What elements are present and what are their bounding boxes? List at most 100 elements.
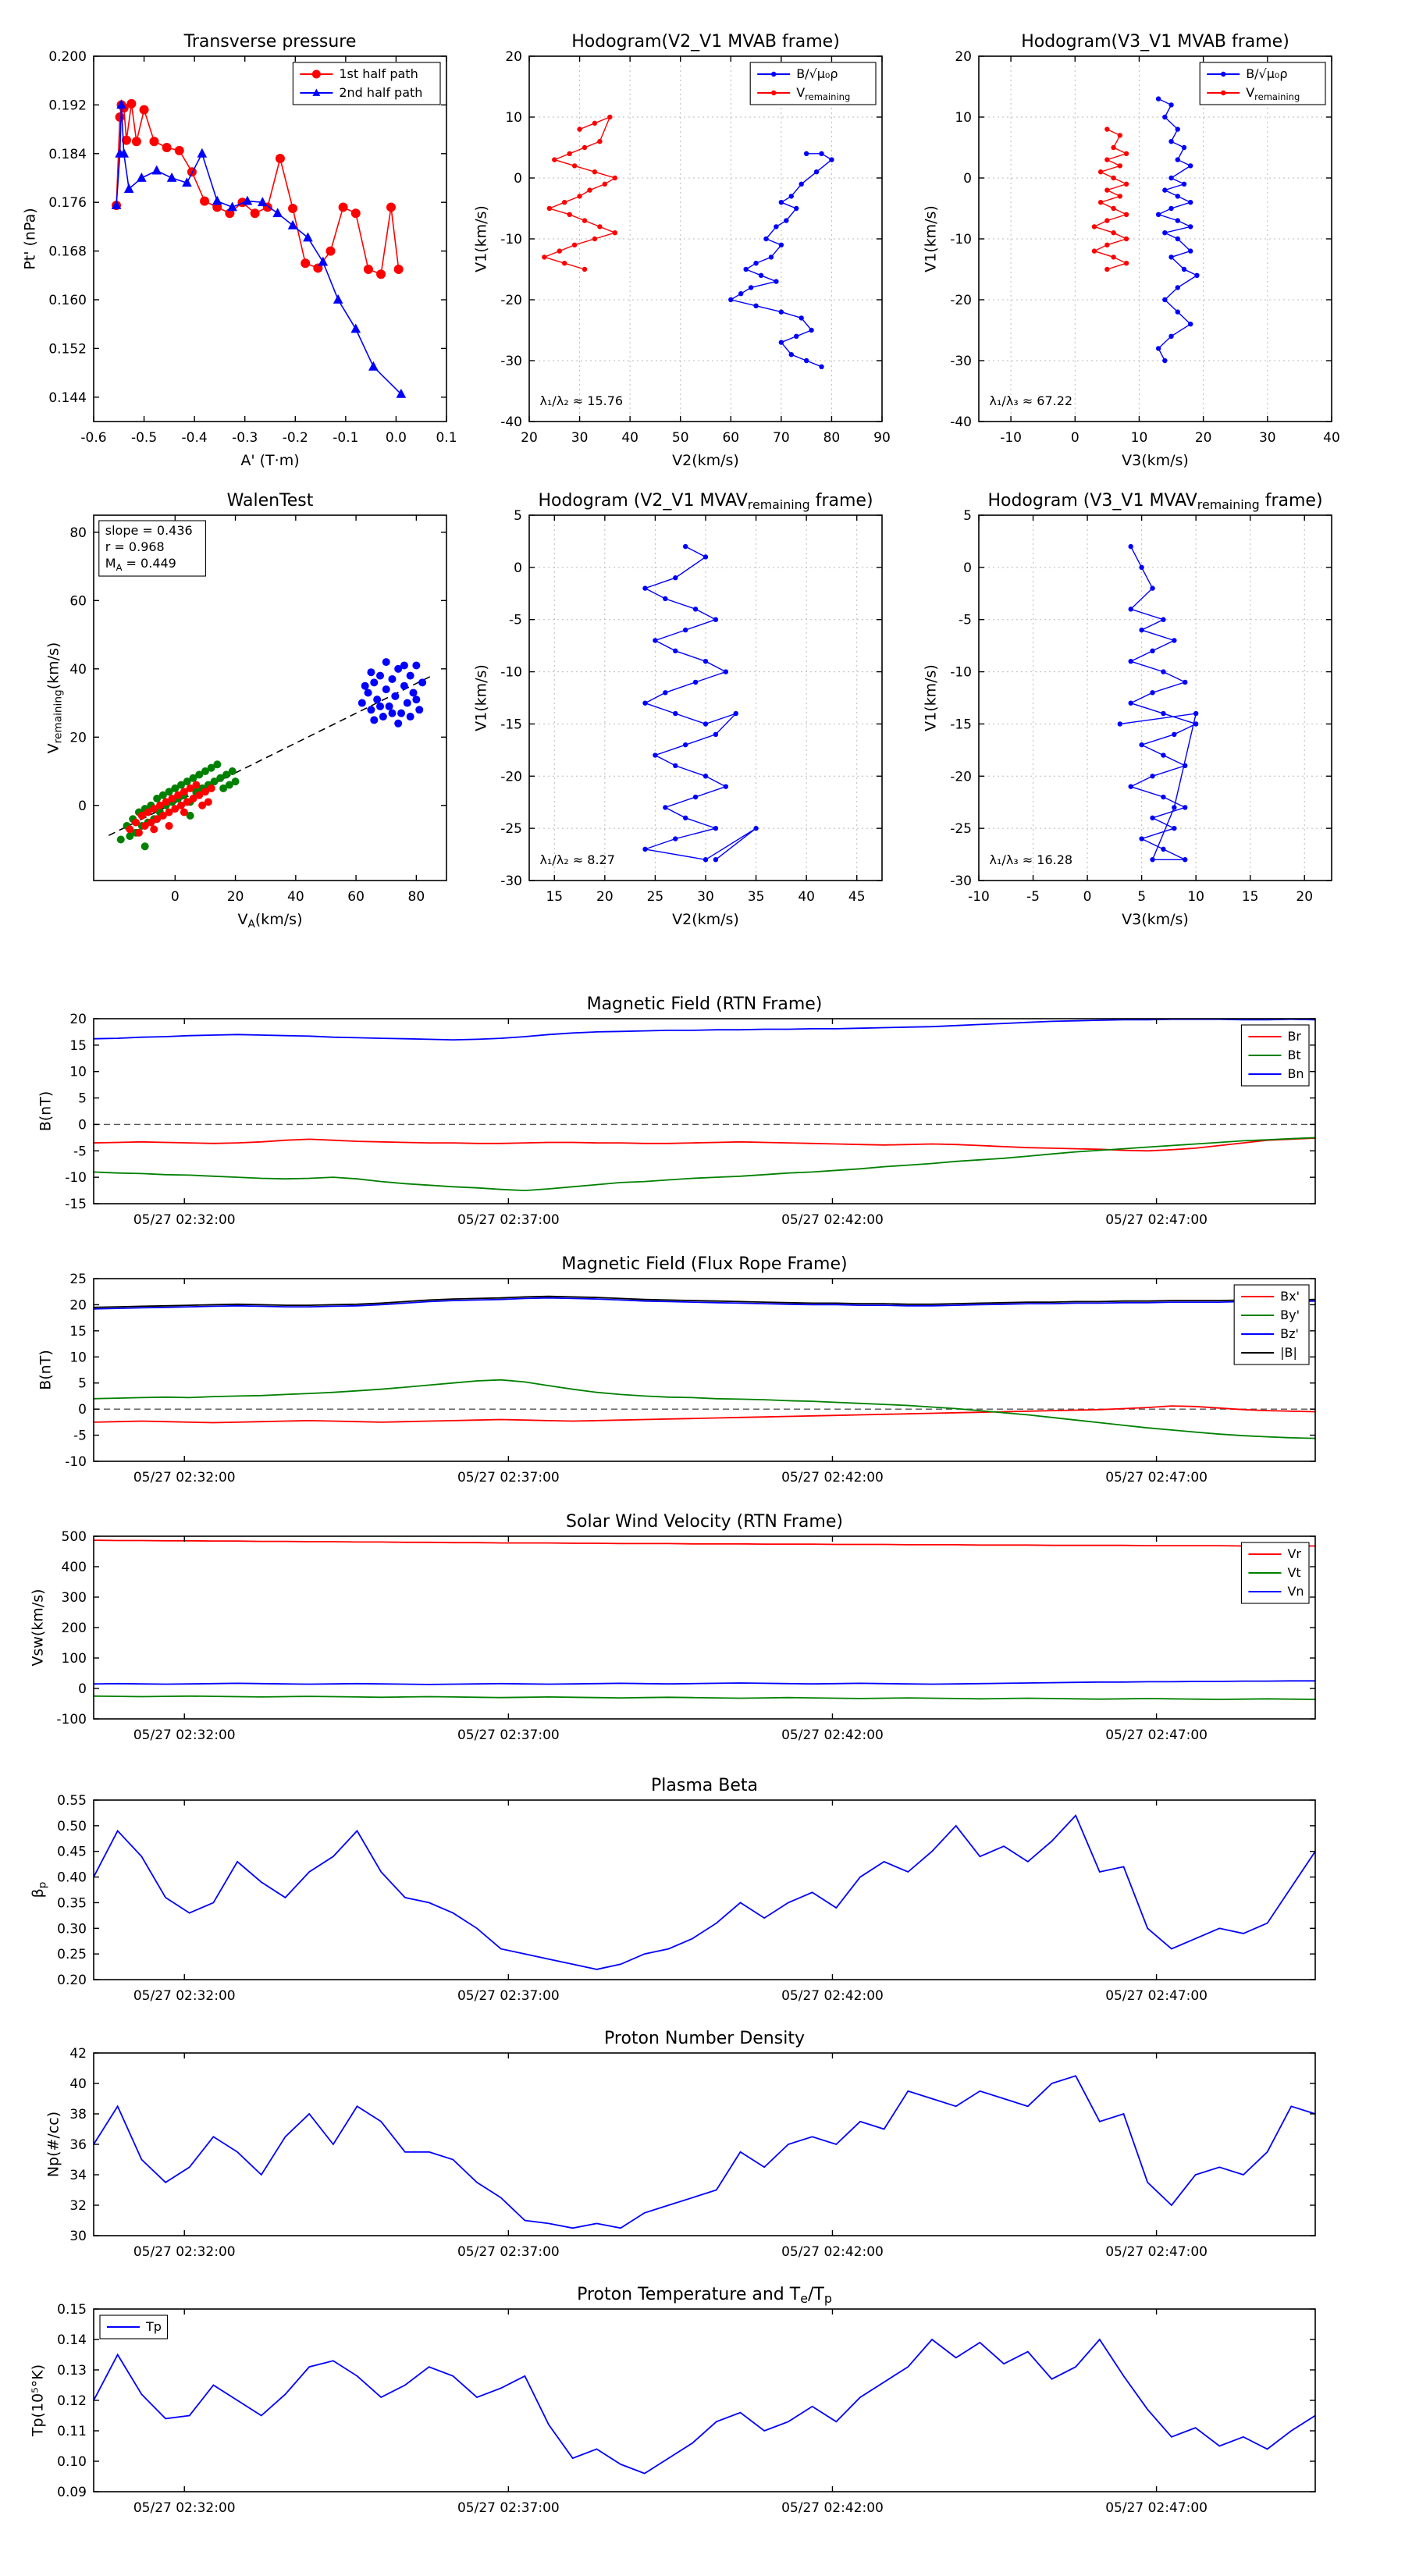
point-marker bbox=[592, 236, 598, 242]
point-marker bbox=[723, 784, 729, 789]
x-tick-label: 05/27 02:47:00 bbox=[1105, 1470, 1208, 1485]
y-tick-label: -20 bbox=[950, 769, 972, 785]
y-axis-label: V1(km/s) bbox=[922, 205, 939, 272]
x-tick-label: 05/27 02:37:00 bbox=[457, 1470, 560, 1485]
point-marker bbox=[1188, 163, 1193, 169]
y-tick-label: 0.20 bbox=[57, 1973, 87, 1988]
point-marker bbox=[338, 202, 348, 212]
x-tick-label: 20 bbox=[1296, 889, 1313, 905]
x-tick-label: 05/27 02:37:00 bbox=[457, 1727, 560, 1743]
point-marker bbox=[385, 702, 393, 710]
point-marker bbox=[713, 617, 719, 622]
point-marker bbox=[1097, 200, 1104, 205]
y-tick-label: -10 bbox=[500, 232, 522, 247]
series-Vr bbox=[93, 1539, 1315, 1547]
point-marker bbox=[1128, 659, 1133, 664]
point-marker bbox=[1123, 261, 1129, 266]
point-marker bbox=[1104, 157, 1110, 162]
panel-proton-temperature: 05/27 02:32:00 05/27 02:37:00 05/27 02:42:… bbox=[30, 2285, 1316, 2516]
y-tick-label: 0 bbox=[78, 1117, 87, 1133]
triangle-marker bbox=[303, 232, 313, 242]
x-tick-label: 05/27 02:42:00 bbox=[781, 2500, 884, 2516]
y-tick-label: 5 bbox=[963, 508, 972, 524]
point-marker bbox=[829, 157, 834, 162]
y-tick-label: 0.152 bbox=[48, 341, 87, 357]
point-marker bbox=[768, 254, 774, 260]
point-marker bbox=[1162, 230, 1168, 236]
x-tick-label: 10 bbox=[1131, 430, 1148, 446]
point-marker bbox=[121, 135, 131, 145]
point-marker bbox=[713, 731, 719, 737]
y-tick-label: -20 bbox=[950, 293, 972, 308]
point-marker bbox=[552, 157, 557, 162]
point-marker bbox=[325, 246, 336, 256]
legend: Bx' By' Bz' |B| bbox=[1233, 1284, 1310, 1365]
point-marker bbox=[1104, 266, 1110, 272]
x-tick-label: 10 bbox=[1187, 889, 1204, 905]
point-marker bbox=[763, 236, 769, 242]
point-marker bbox=[571, 163, 578, 169]
point-marker bbox=[1128, 543, 1133, 550]
point-marker bbox=[1111, 254, 1116, 260]
y-tick-label: -30 bbox=[950, 354, 972, 369]
x-tick-label: 60 bbox=[722, 430, 739, 446]
y-tick-label: -20 bbox=[500, 293, 522, 308]
y-tick-label: -5 bbox=[73, 1144, 87, 1159]
point-marker bbox=[673, 836, 678, 841]
point-marker bbox=[784, 218, 789, 223]
x-axis-label: V2(km/s) bbox=[672, 452, 739, 469]
point-marker bbox=[1123, 151, 1129, 156]
x-tick-label: 30 bbox=[571, 430, 589, 446]
series-line bbox=[93, 1814, 1316, 1970]
legend-label: B/√μ₀ρ bbox=[1246, 66, 1287, 81]
point-marker bbox=[1150, 648, 1155, 654]
y-tick-label: 10 bbox=[69, 1350, 87, 1365]
y-tick-label: -40 bbox=[950, 415, 972, 430]
y-tick-label: -30 bbox=[950, 873, 972, 889]
panel-hodogram-v2v1-mvav: 15 20 25 30 35 40 45 -30 -25 -20 -15 -10 -5 0 5 V2(km/s… bbox=[472, 491, 883, 928]
point-marker bbox=[592, 120, 598, 126]
y-tick-label: 0.168 bbox=[48, 244, 87, 260]
point-marker bbox=[733, 710, 738, 717]
panel-title: Proton Number Density bbox=[604, 2029, 805, 2048]
point-marker bbox=[1175, 236, 1180, 242]
x-axis-label: VA(km/s) bbox=[238, 911, 303, 930]
axes-frame bbox=[93, 1799, 1316, 1980]
point-marker bbox=[753, 825, 759, 831]
y-tick-label: -30 bbox=[500, 873, 522, 889]
point-marker bbox=[571, 242, 578, 247]
y-tick-label: 80 bbox=[69, 525, 87, 541]
panel-hodogram-v3v1-mvav: -10 -5 0 5 10 15 20 -30 -25 -20 -15 -10 -5 0 5 V3(km/s)… bbox=[922, 491, 1332, 928]
point-marker bbox=[361, 681, 369, 690]
y-tick-label: 0.35 bbox=[57, 1895, 87, 1911]
x-tick-label: -10 bbox=[968, 889, 990, 905]
x-tick-label: 60 bbox=[347, 889, 365, 905]
x-axis-label: A' (T·m) bbox=[240, 452, 299, 469]
y-tick-label: 0 bbox=[963, 171, 972, 187]
point-marker bbox=[1221, 90, 1226, 96]
point-marker bbox=[388, 709, 397, 717]
x-tick-label: 70 bbox=[773, 430, 790, 446]
point-marker bbox=[1161, 846, 1166, 852]
point-marker bbox=[126, 825, 134, 834]
x-tick-label: 05/27 02:42:00 bbox=[781, 1470, 884, 1485]
y-tick-label: -10 bbox=[65, 1454, 87, 1470]
point-marker bbox=[778, 200, 784, 205]
y-tick-label: 10 bbox=[69, 1065, 87, 1080]
legend-label: Br bbox=[1287, 1029, 1301, 1044]
series-group bbox=[93, 1018, 1316, 1192]
point-marker bbox=[183, 798, 191, 806]
y-tick-label: 0.09 bbox=[57, 2485, 87, 2500]
y-tick-label: -10 bbox=[950, 232, 972, 247]
point-marker bbox=[1155, 96, 1161, 101]
point-marker bbox=[692, 794, 699, 800]
point-marker bbox=[1123, 236, 1129, 242]
x-axis-label: V3(km/s) bbox=[1122, 911, 1189, 928]
point-marker bbox=[702, 721, 709, 727]
point-marker bbox=[577, 126, 582, 132]
x-tick-label: 35 bbox=[748, 889, 765, 905]
point-marker bbox=[748, 285, 754, 290]
series-group bbox=[642, 543, 759, 863]
point-marker bbox=[165, 808, 173, 817]
panel-proton-density: 05/27 02:32:00 05/27 02:37:00 05/27 02:42:… bbox=[44, 2029, 1316, 2260]
